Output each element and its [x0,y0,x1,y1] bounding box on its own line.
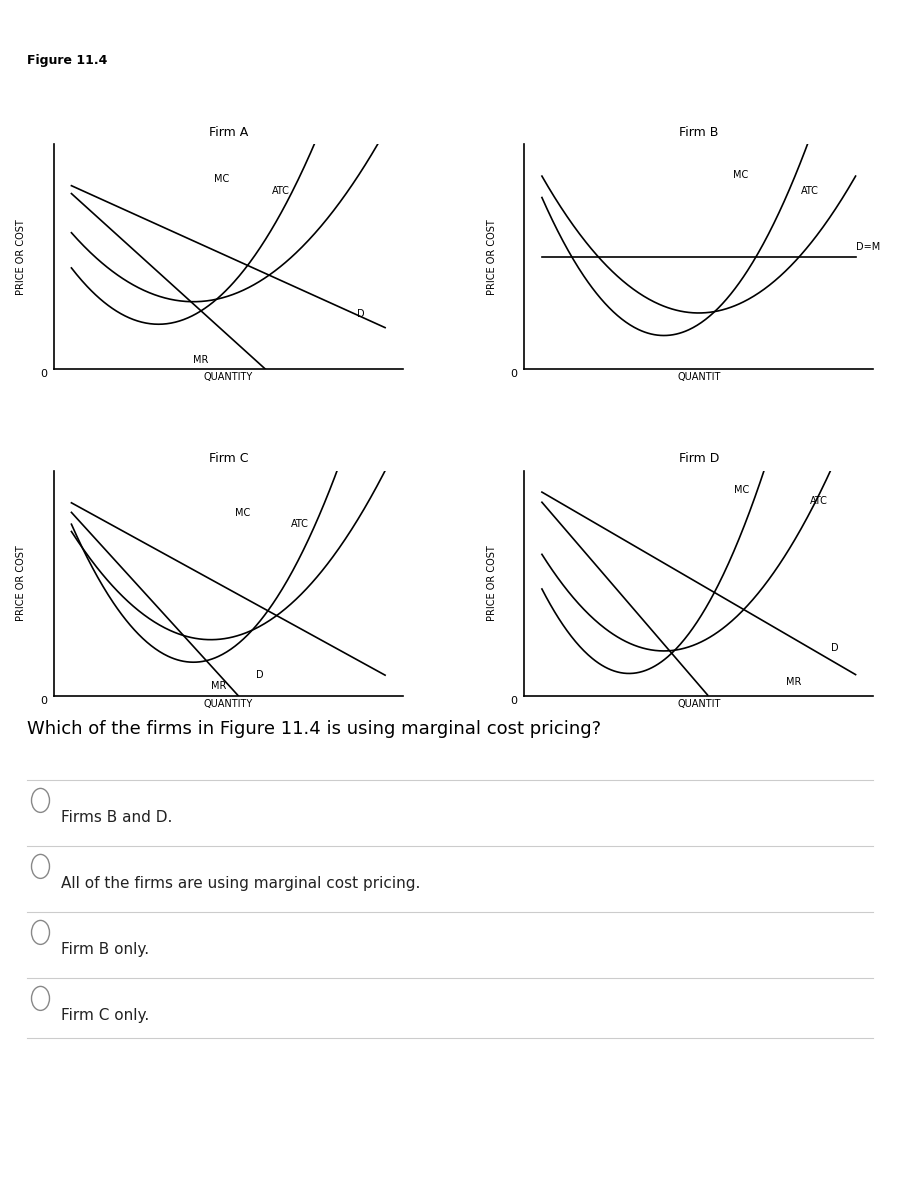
Text: D: D [256,670,264,680]
Text: MC: MC [213,174,229,185]
Title: Firm C: Firm C [209,452,248,466]
X-axis label: QUANTIT: QUANTIT [677,698,720,709]
Text: D: D [357,310,364,319]
Y-axis label: PRICE OR COST: PRICE OR COST [487,218,497,294]
Text: MC: MC [733,169,748,180]
Text: D=M: D=M [856,242,880,252]
Text: Which of the firms in Figure 11.4 is using marginal cost pricing?: Which of the firms in Figure 11.4 is usi… [27,720,601,738]
Y-axis label: PRICE OR COST: PRICE OR COST [16,546,26,622]
Text: D: D [832,643,839,653]
Title: Firm A: Firm A [209,126,248,139]
Y-axis label: PRICE OR COST: PRICE OR COST [487,546,497,622]
Y-axis label: PRICE OR COST: PRICE OR COST [16,218,26,294]
Text: ATC: ATC [272,186,290,196]
X-axis label: QUANTITY: QUANTITY [203,698,253,709]
Text: 0: 0 [40,368,47,379]
Text: MR: MR [193,354,208,365]
Text: Firms B and D.: Firms B and D. [61,810,173,826]
Title: Firm B: Firm B [680,126,718,139]
Text: MR: MR [786,677,801,686]
Text: 0: 0 [40,696,47,706]
Text: Firm B only.: Firm B only. [61,942,149,958]
Text: MC: MC [734,485,749,496]
Text: MR: MR [211,682,226,691]
X-axis label: QUANTIT: QUANTIT [677,372,720,382]
Text: MC: MC [235,508,250,517]
Text: All of the firms are using marginal cost pricing.: All of the firms are using marginal cost… [61,876,420,890]
Text: ATC: ATC [291,520,309,529]
X-axis label: QUANTITY: QUANTITY [203,372,253,382]
Text: 0: 0 [510,368,518,379]
Text: ATC: ATC [801,186,819,196]
Text: Figure 11.4: Figure 11.4 [27,54,107,67]
Text: ATC: ATC [810,497,828,506]
Title: Firm D: Firm D [679,452,719,466]
Text: 0: 0 [510,696,518,706]
Text: Firm C only.: Firm C only. [61,1008,149,1022]
